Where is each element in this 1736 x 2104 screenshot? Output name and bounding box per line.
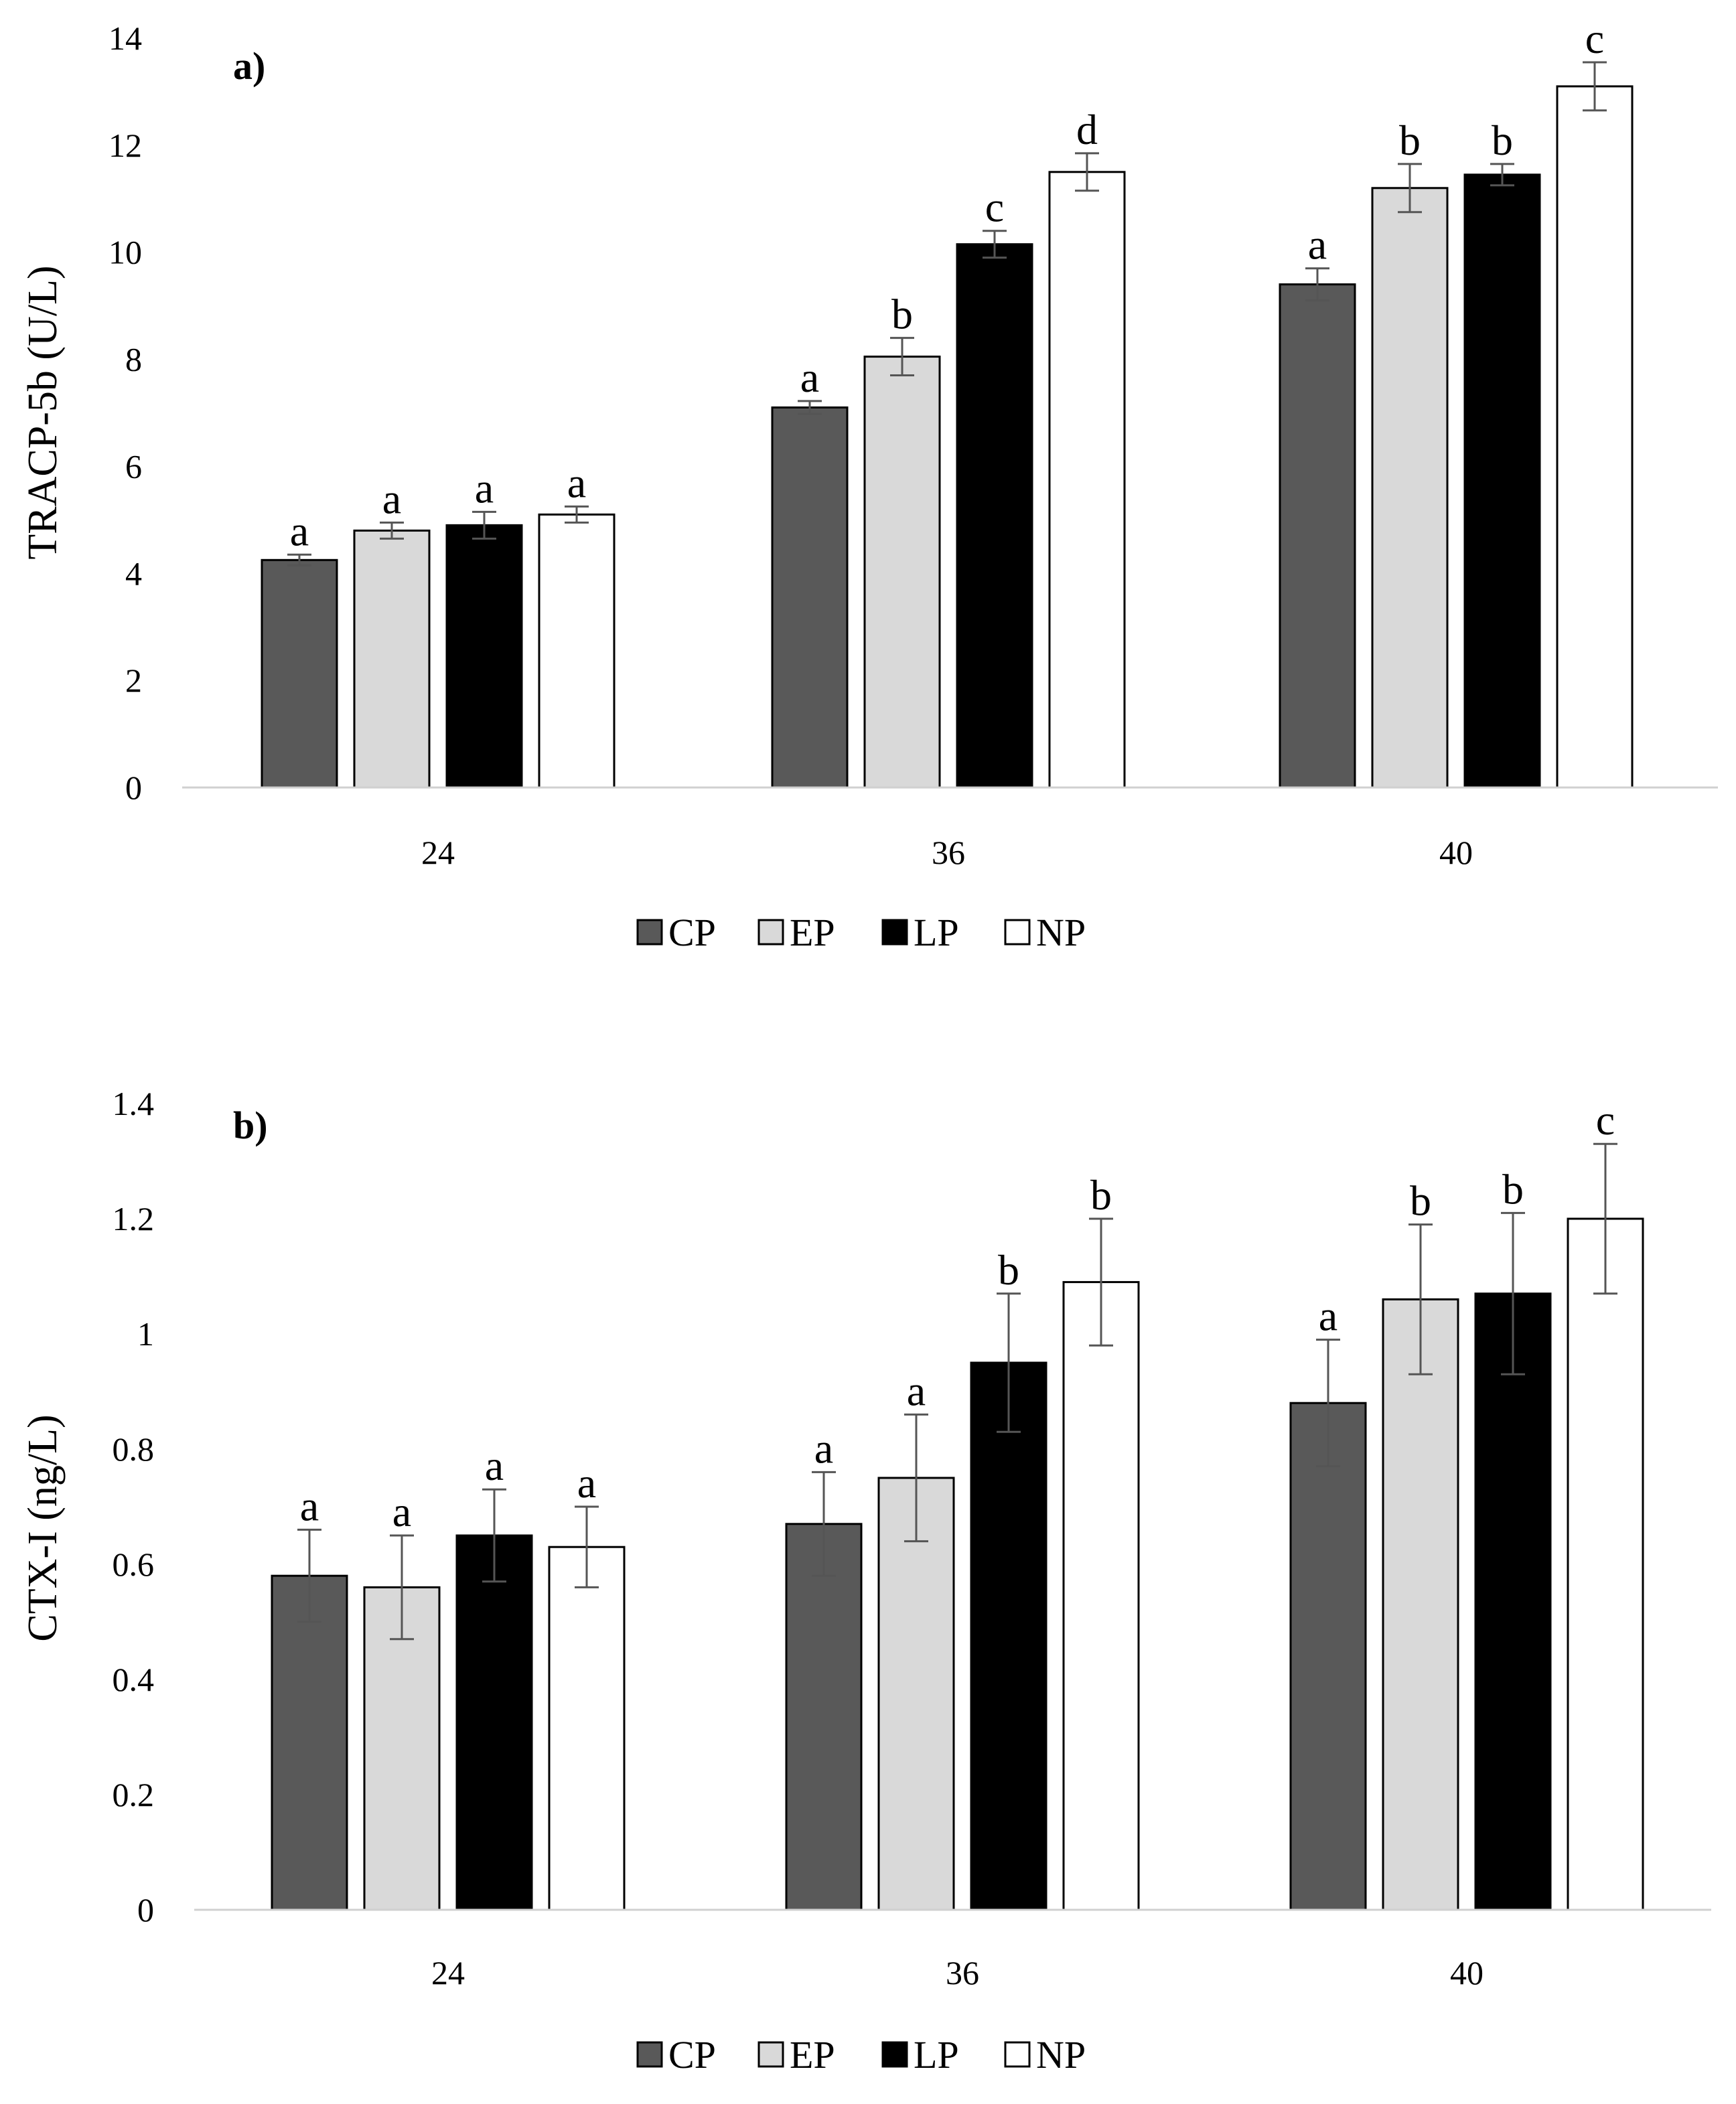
- significance-letter: a: [577, 1459, 596, 1507]
- legend-label-np: NP: [1036, 2033, 1086, 2077]
- significance-letter: a: [392, 1488, 411, 1535]
- significance-letter: a: [382, 475, 401, 522]
- significance-letter: a: [1308, 221, 1327, 269]
- significance-letter: a: [475, 464, 494, 512]
- significance-letter: a: [567, 459, 586, 506]
- bar-ep-36: [863, 356, 941, 789]
- legend-swatch-cp: [636, 919, 663, 946]
- bar-cp-36: [771, 406, 849, 789]
- y-tick-label: 1.4: [113, 1085, 155, 1122]
- x-tick-label: 40: [1450, 1954, 1484, 1992]
- bar-ep-24: [363, 1586, 441, 1911]
- x-tick-label: 40: [1439, 834, 1473, 871]
- legend-swatch-ep: [757, 919, 784, 946]
- legend-swatch-lp: [881, 919, 908, 946]
- x-tick-label: 24: [421, 834, 455, 871]
- y-tick-label: 12: [108, 127, 142, 164]
- bar-np-36: [1048, 171, 1126, 789]
- significance-letter: b: [1502, 1165, 1524, 1213]
- y-tick-label: 0.8: [113, 1430, 155, 1468]
- significance-letter: a: [814, 1424, 833, 1472]
- significance-letter: a: [1319, 1292, 1337, 1340]
- legend-label-ep: EP: [790, 2033, 835, 2077]
- bar-lp-24: [455, 1534, 533, 1911]
- significance-letter: b: [1410, 1177, 1431, 1225]
- y-tick-label: 4: [125, 554, 142, 592]
- bar-np-36: [1062, 1281, 1140, 1911]
- legend-label-np: NP: [1036, 911, 1086, 954]
- bar-lp-36: [956, 243, 1033, 789]
- bar-ep-24: [353, 529, 431, 789]
- significance-letter: b: [1399, 117, 1421, 164]
- y-tick-label: 0: [137, 1891, 154, 1929]
- y-tick-label: 2: [125, 662, 142, 699]
- bar-np-40: [1567, 1217, 1644, 1911]
- legend-swatch-lp: [881, 2041, 908, 2068]
- panel-b: 0 0.2 0.4 0.6 0.8 1 1.2 1.4 CTX-I (ng/L) b) a a a a 24…: [20, 1085, 1711, 2077]
- bar-cp-40: [1289, 1402, 1367, 1911]
- significance-letter: b: [1492, 117, 1513, 164]
- significance-letter: a: [485, 1442, 504, 1489]
- legend-swatch-np: [1004, 2041, 1031, 2068]
- bar-cp-40: [1279, 283, 1356, 789]
- y-tick-label: 0.6: [113, 1546, 155, 1583]
- significance-letter: c: [985, 183, 1004, 231]
- bar-ep-40: [1371, 187, 1449, 789]
- y-tick-label: 1.2: [113, 1200, 155, 1237]
- y-tick-label: 8: [125, 341, 142, 378]
- bar-lp-36: [970, 1361, 1047, 1911]
- y-axis-title: CTX-I (ng/L): [20, 1414, 66, 1641]
- significance-letter: a: [800, 354, 819, 401]
- legend-swatch-ep: [757, 2041, 784, 2068]
- bar-lp-40: [1463, 173, 1541, 789]
- panel-label: a): [233, 44, 265, 88]
- legend-label-ep: EP: [790, 911, 835, 954]
- y-tick-label: 14: [108, 19, 142, 57]
- x-tick-label: 36: [946, 1954, 979, 1992]
- significance-letter: a: [907, 1367, 926, 1414]
- significance-letter: a: [290, 507, 309, 554]
- significance-letter: c: [1596, 1096, 1615, 1144]
- x-tick-label: 36: [932, 834, 965, 871]
- legend-label-cp: CP: [668, 2033, 716, 2077]
- y-tick-label: 1: [137, 1315, 154, 1353]
- significance-letter: c: [1585, 15, 1604, 62]
- significance-letter: d: [1076, 106, 1098, 153]
- legend-label-lp: LP: [914, 911, 959, 954]
- significance-letter: b: [1090, 1171, 1112, 1219]
- y-tick-label: 0.2: [113, 1776, 155, 1813]
- bar-ep-36: [877, 1477, 955, 1911]
- bar-lp-40: [1474, 1292, 1552, 1911]
- legend-label-cp: CP: [668, 911, 716, 954]
- legend-swatch-cp: [636, 2041, 663, 2068]
- significance-letter: b: [891, 291, 913, 338]
- bar-cp-24: [261, 558, 338, 789]
- x-tick-label: 24: [431, 1954, 465, 1992]
- legend-swatch-np: [1004, 919, 1031, 946]
- bar-ep-40: [1382, 1298, 1459, 1911]
- panel-label: b): [233, 1104, 268, 1147]
- bar-lp-24: [445, 524, 523, 789]
- y-tick-label: 0: [125, 769, 142, 806]
- bar-np-24: [538, 513, 616, 789]
- significance-letter: b: [998, 1246, 1019, 1294]
- bar-np-24: [548, 1546, 626, 1911]
- y-tick-label: 6: [125, 447, 142, 485]
- bar-np-40: [1556, 85, 1634, 789]
- significance-letter: a: [300, 1482, 319, 1529]
- legend-label-lp: LP: [914, 2033, 959, 2077]
- bar-cp-24: [271, 1574, 348, 1911]
- bar-cp-36: [785, 1523, 863, 1911]
- y-tick-label: 10: [108, 234, 142, 271]
- y-tick-label: 0.4: [113, 1661, 155, 1698]
- y-axis-title: TRACP-5b (U/L): [20, 265, 66, 559]
